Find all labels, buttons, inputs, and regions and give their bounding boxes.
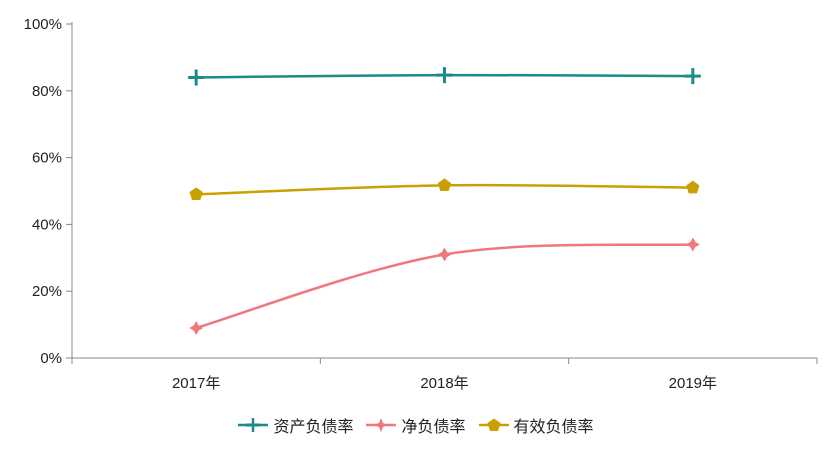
legend-item-series-1: 净负债率 xyxy=(365,413,466,437)
legend-item-series-0: 资产负债率 xyxy=(237,413,353,437)
y-tick-label: 60% xyxy=(32,150,62,167)
data-point-series-1-2 xyxy=(685,237,700,252)
data-point-series-2-0 xyxy=(189,187,203,200)
data-point-series-2-1 xyxy=(437,178,452,191)
x-tick-label: 2019年 xyxy=(669,375,717,392)
data-point-series-0-0 xyxy=(188,69,205,86)
legend-swatch-star-icon xyxy=(366,418,397,432)
data-point-series-1-0 xyxy=(189,320,204,335)
chart-legend: 资产负债率 净负债率 有效负债率 xyxy=(0,412,831,438)
x-tick-label: 2017年 xyxy=(172,375,220,392)
y-tick-label: 80% xyxy=(32,83,62,100)
legend-label-series-1: 净负债率 xyxy=(401,417,466,436)
legend-swatch-pentagon-icon xyxy=(478,418,509,431)
data-point-series-1-1 xyxy=(437,247,452,262)
y-tick-label: 40% xyxy=(32,216,62,233)
legend-label-series-0: 资产负债率 xyxy=(273,417,354,436)
data-point-series-0-1 xyxy=(436,67,453,84)
legend-item-series-2: 有效负债率 xyxy=(478,413,594,437)
data-point-series-0-2 xyxy=(684,68,701,85)
y-tick-label: 0% xyxy=(40,350,62,367)
y-tick-label: 20% xyxy=(32,283,62,300)
y-tick-label: 100% xyxy=(24,16,62,33)
legend-label-series-2: 有效负债率 xyxy=(513,417,594,436)
data-point-series-2-2 xyxy=(686,180,700,194)
x-tick-label: 2018年 xyxy=(420,375,468,392)
legend-swatch-plus-icon xyxy=(238,418,269,432)
